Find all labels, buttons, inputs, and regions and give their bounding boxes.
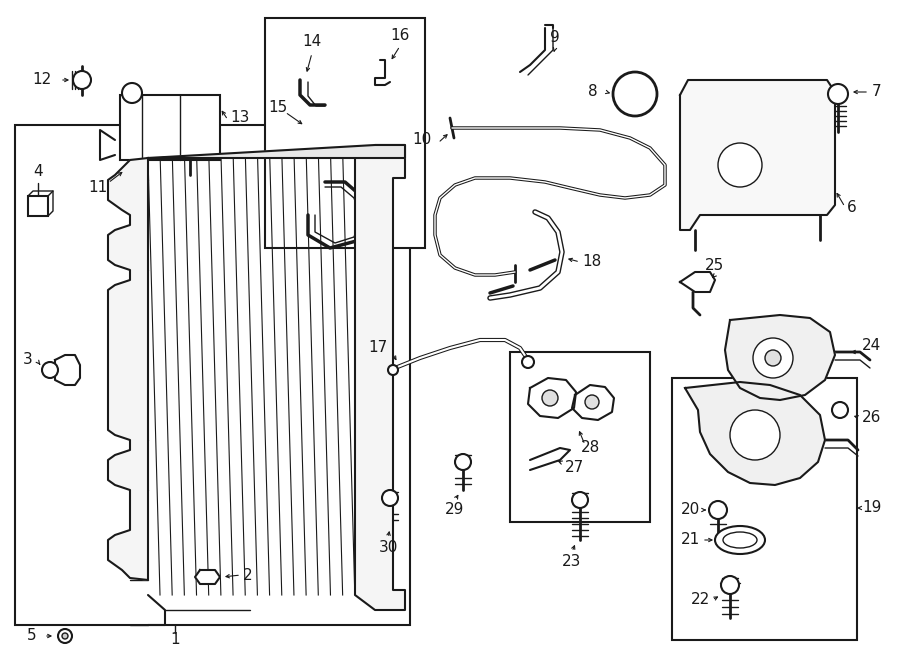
Text: 27: 27 — [565, 461, 584, 475]
Circle shape — [388, 365, 398, 375]
Circle shape — [42, 362, 58, 378]
Polygon shape — [148, 145, 405, 158]
Circle shape — [62, 633, 68, 639]
Circle shape — [753, 338, 793, 378]
Polygon shape — [572, 385, 614, 420]
Text: 22: 22 — [691, 592, 710, 607]
Bar — [120, 95, 220, 160]
Circle shape — [522, 356, 534, 368]
Text: 30: 30 — [378, 541, 398, 555]
Bar — [130, 175, 140, 183]
Text: 6: 6 — [847, 200, 857, 215]
Bar — [15, 125, 410, 625]
Text: 24: 24 — [862, 338, 881, 352]
Circle shape — [613, 72, 657, 116]
Circle shape — [765, 350, 781, 366]
Text: 28: 28 — [580, 440, 599, 455]
Text: 16: 16 — [391, 28, 410, 42]
Circle shape — [572, 492, 588, 508]
Circle shape — [122, 83, 142, 103]
Polygon shape — [108, 158, 148, 580]
Bar — [265, 18, 425, 248]
Text: 11: 11 — [88, 180, 108, 196]
Text: 26: 26 — [862, 410, 881, 426]
Circle shape — [382, 490, 398, 506]
Text: 14: 14 — [302, 34, 321, 50]
Bar — [28, 196, 48, 216]
Text: 4: 4 — [33, 165, 43, 180]
Text: 3: 3 — [23, 352, 33, 368]
Ellipse shape — [723, 532, 757, 548]
Polygon shape — [680, 272, 715, 292]
Circle shape — [828, 84, 848, 104]
Text: 21: 21 — [680, 533, 700, 547]
Text: 18: 18 — [582, 254, 601, 270]
Text: 1: 1 — [170, 633, 180, 648]
Circle shape — [718, 143, 762, 187]
Polygon shape — [680, 80, 835, 230]
Circle shape — [58, 629, 72, 643]
Bar — [672, 378, 857, 640]
Circle shape — [721, 576, 739, 594]
Polygon shape — [528, 378, 576, 418]
Polygon shape — [55, 355, 80, 385]
Text: 7: 7 — [872, 85, 882, 100]
Polygon shape — [685, 382, 825, 485]
Text: 19: 19 — [862, 500, 881, 516]
Text: 9: 9 — [550, 30, 560, 46]
Text: 5: 5 — [27, 629, 37, 644]
Text: 8: 8 — [589, 85, 598, 100]
Circle shape — [709, 501, 727, 519]
Text: 12: 12 — [32, 73, 52, 87]
Text: 29: 29 — [446, 502, 464, 518]
Polygon shape — [725, 315, 835, 400]
Polygon shape — [195, 570, 220, 584]
Circle shape — [585, 395, 599, 409]
Text: 2: 2 — [243, 568, 253, 582]
Polygon shape — [355, 145, 405, 610]
Text: 25: 25 — [706, 258, 724, 272]
Text: 20: 20 — [680, 502, 700, 518]
Text: 10: 10 — [413, 132, 432, 147]
Circle shape — [542, 390, 558, 406]
Ellipse shape — [715, 526, 765, 554]
Circle shape — [73, 71, 91, 89]
Text: 15: 15 — [268, 100, 288, 116]
Bar — [510, 352, 650, 522]
Circle shape — [832, 402, 848, 418]
Text: 13: 13 — [230, 110, 249, 126]
Circle shape — [455, 454, 471, 470]
Text: 17: 17 — [369, 340, 388, 356]
Text: 23: 23 — [562, 555, 581, 570]
Circle shape — [730, 410, 780, 460]
